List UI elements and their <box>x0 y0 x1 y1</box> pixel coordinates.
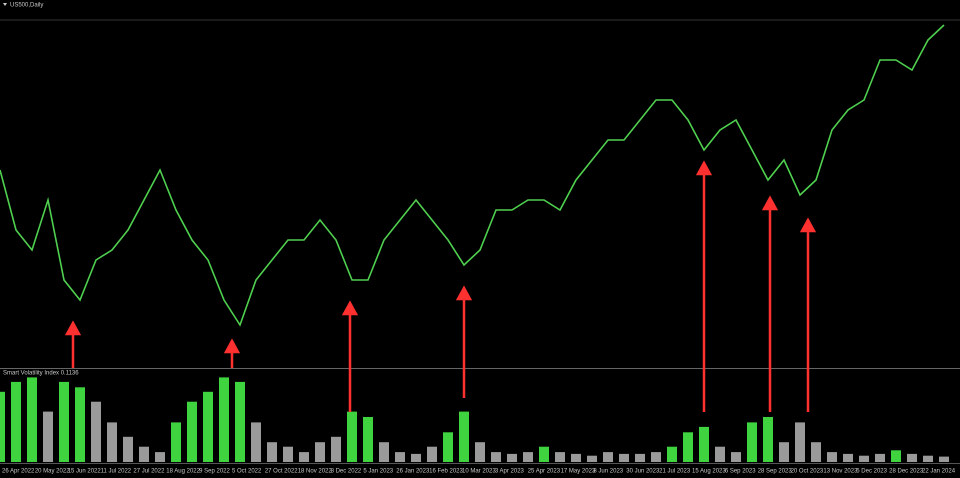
volatility-bar <box>91 401 101 462</box>
date-label: 28 Dec 2023 <box>889 469 924 475</box>
volatility-bar <box>667 446 677 462</box>
date-label: 22 Jan 2024 <box>922 469 956 475</box>
volatility-bar <box>939 456 949 462</box>
date-label: 5 Dec 2023 <box>856 469 887 475</box>
date-label: 27 Oct 2022 <box>265 469 298 475</box>
volatility-bar <box>363 417 373 462</box>
volatility-bar <box>171 422 181 462</box>
volatility-bar <box>123 436 133 462</box>
volatility-bar <box>891 450 901 462</box>
date-label: 13 Nov 2023 <box>823 469 858 475</box>
date-label: 18 Nov 2022 <box>298 469 333 475</box>
volatility-bar <box>715 446 725 462</box>
date-label: 25 Apr 2023 <box>528 469 561 475</box>
date-label: 3 Apr 2023 <box>495 469 525 475</box>
date-label: 6 Sep 2023 <box>725 469 756 475</box>
volatility-bar <box>187 401 197 462</box>
volatility-bar <box>523 452 533 462</box>
volatility-bar <box>795 422 805 462</box>
volatility-bar <box>203 391 213 462</box>
volatility-bar <box>315 442 325 462</box>
date-label: 16 Feb 2023 <box>429 469 463 475</box>
date-label: 15 Aug 2023 <box>692 469 726 475</box>
date-label: 15 Jun 2022 <box>68 469 102 475</box>
volatility-bar <box>907 453 917 462</box>
volatility-bar <box>11 381 21 462</box>
volatility-bar <box>395 452 405 462</box>
volatility-bar <box>427 446 437 462</box>
volatility-bar <box>59 381 69 462</box>
volatility-bar <box>651 452 661 462</box>
volatility-bar <box>875 453 885 462</box>
date-label: 10 Mar 2023 <box>462 469 496 475</box>
volatility-bar <box>331 436 341 462</box>
volatility-bar <box>43 411 53 462</box>
volatility-bar <box>571 453 581 462</box>
volatility-bar <box>251 422 261 462</box>
indicator-label: Smart Volatility Index 0.1136 <box>3 371 79 377</box>
date-label: 21 Jul 2023 <box>659 469 691 475</box>
date-label: 28 Sep 2023 <box>758 469 793 475</box>
date-label: 26 Apr 2022 <box>2 469 35 475</box>
volatility-bar <box>555 452 565 462</box>
volatility-bar <box>411 453 421 462</box>
arrows <box>64 160 817 412</box>
volatility-bar <box>107 422 117 462</box>
volatility-bar <box>267 442 277 462</box>
volatility-bar <box>923 455 933 462</box>
volatility-bar <box>811 442 821 462</box>
date-label: 5 Jan 2023 <box>363 469 393 475</box>
volatility-bar <box>683 432 693 462</box>
volatility-bar <box>699 426 709 462</box>
date-label: 26 Jan 2023 <box>396 469 430 475</box>
volatility-bar <box>219 377 229 462</box>
volatility-bar <box>0 391 5 462</box>
date-label: 17 May 2023 <box>561 469 596 475</box>
date-label: 8 Dec 2022 <box>331 469 362 475</box>
volatility-bar <box>283 446 293 462</box>
volatility-bar <box>139 446 149 462</box>
volatility-bar <box>443 432 453 462</box>
volatility-bar <box>779 442 789 462</box>
date-label: 20 May 2022 <box>35 469 70 475</box>
date-label: 30 Jun 2023 <box>626 469 660 475</box>
volatility-bar <box>491 452 501 462</box>
volatility-bar <box>619 453 629 462</box>
volatility-bar <box>379 442 389 462</box>
volatility-bar <box>347 411 357 462</box>
date-label: 11 Jul 2022 <box>101 469 132 475</box>
volatility-bar <box>299 452 309 462</box>
volatility-bar <box>475 442 485 462</box>
volatility-bar <box>27 377 37 462</box>
volatility-bar <box>539 446 549 462</box>
volatility-bar <box>587 455 597 462</box>
volatility-bar <box>459 411 469 462</box>
volatility-bar <box>731 452 741 462</box>
volatility-bar <box>75 387 85 462</box>
date-label: 5 Oct 2022 <box>232 469 262 475</box>
volatility-bar <box>603 452 613 462</box>
price-line <box>0 24 945 327</box>
volatility-bar <box>155 452 165 462</box>
symbol-label: US500,Daily <box>10 3 43 9</box>
volatility-bar <box>507 453 517 462</box>
volatility-bar <box>747 422 757 462</box>
volatility-bar <box>843 453 853 462</box>
date-label: 20 Oct 2023 <box>791 469 824 475</box>
date-label: 8 Jun 2023 <box>593 469 623 475</box>
volatility-bar <box>235 381 245 462</box>
volatility-bar <box>859 455 869 462</box>
volatility-bar <box>635 453 645 462</box>
date-label: 9 Sep 2022 <box>199 469 230 475</box>
date-label: 27 Jul 2022 <box>133 469 165 475</box>
volatility-bar <box>827 452 837 462</box>
date-label: 18 Aug 2022 <box>166 469 200 475</box>
volatility-bar <box>763 417 773 462</box>
menu-arrow[interactable] <box>3 3 7 6</box>
